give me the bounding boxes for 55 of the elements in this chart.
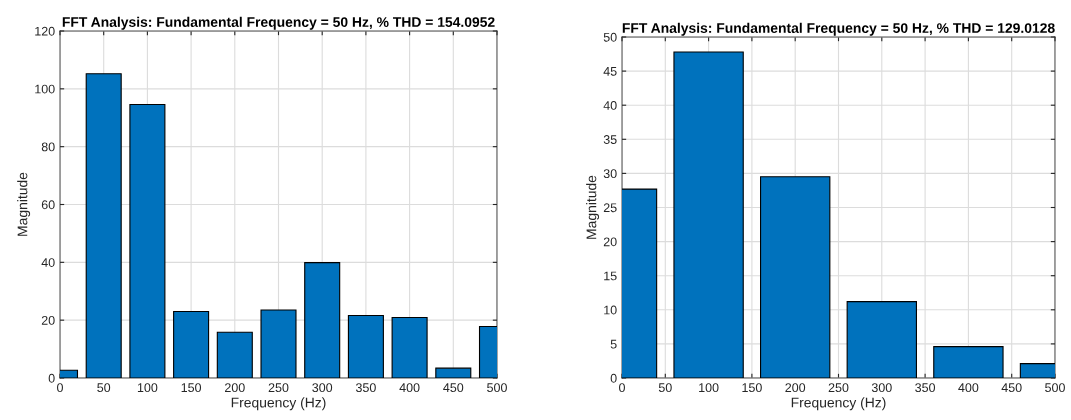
y-tick-label: 5 bbox=[610, 339, 617, 349]
y-tick-label: 20 bbox=[41, 315, 55, 325]
y-tick-label: 45 bbox=[603, 67, 617, 76]
x-tick-label: 100 bbox=[137, 383, 158, 393]
y-tick-label: 0 bbox=[610, 373, 617, 383]
bar bbox=[304, 262, 341, 378]
bar bbox=[260, 309, 297, 378]
x-tick-label: 350 bbox=[355, 383, 376, 393]
y-tick-label: 20 bbox=[603, 237, 617, 247]
y-tick-label: 40 bbox=[603, 101, 617, 110]
bar bbox=[173, 310, 210, 378]
x-tick-label: 250 bbox=[828, 383, 849, 393]
x-tick-label: 50 bbox=[658, 383, 672, 393]
bar bbox=[216, 331, 253, 378]
y-tick-label: 40 bbox=[41, 258, 55, 267]
y-tick-label: 10 bbox=[604, 305, 617, 315]
x-tick-label: 450 bbox=[1001, 383, 1022, 393]
y-tick-label: 100 bbox=[35, 84, 55, 94]
y-tick-label: 120 bbox=[35, 26, 55, 36]
y-tick-label: 60 bbox=[41, 200, 55, 210]
x-tick-label: 0 bbox=[57, 383, 63, 393]
x-tick-label: 200 bbox=[785, 383, 806, 393]
x-tick-label: 300 bbox=[312, 383, 333, 393]
x-tick-label: 450 bbox=[443, 383, 464, 393]
bar bbox=[85, 73, 122, 378]
y-tick-label: 25 bbox=[603, 203, 617, 213]
y-tick-label: 30 bbox=[603, 169, 617, 179]
y-tick-label: 15 bbox=[604, 271, 617, 281]
x-axis-title: Frequency (Hz) bbox=[231, 397, 326, 411]
x-axis-title: Frequency (Hz) bbox=[791, 397, 886, 411]
x-tick-label: 300 bbox=[871, 383, 892, 393]
y-axis-title: Magnitude bbox=[586, 175, 600, 239]
bar bbox=[347, 314, 384, 378]
bar bbox=[391, 317, 428, 378]
y-tick-label: 0 bbox=[48, 373, 55, 383]
x-tick-label: 200 bbox=[225, 383, 245, 393]
x-tick-label: 100 bbox=[699, 383, 719, 393]
x-tick-label: 50 bbox=[97, 383, 111, 393]
chart-title: FFT Analysis: Fundamental Frequency = 50 Hz, % THD = 154.0952 bbox=[62, 16, 495, 30]
x-tick-label: 500 bbox=[487, 383, 507, 393]
x-tick-label: 250 bbox=[268, 383, 289, 393]
y-tick-label: 50 bbox=[603, 32, 617, 42]
x-tick-label: 150 bbox=[181, 383, 202, 393]
y-axis-title: Magnitude bbox=[17, 172, 31, 236]
bar bbox=[129, 103, 166, 378]
y-tick-label: 35 bbox=[603, 135, 617, 144]
y-tick-label: 80 bbox=[41, 142, 55, 152]
chart-title: FFT Analysis: Fundamental Frequency = 50 Hz, % THD = 129.0128 bbox=[622, 22, 1055, 36]
x-tick-label: 150 bbox=[742, 383, 762, 393]
x-tick-label: 500 bbox=[1045, 383, 1065, 393]
x-tick-label: 400 bbox=[958, 383, 979, 393]
bar bbox=[435, 367, 472, 378]
x-tick-label: 0 bbox=[619, 383, 625, 393]
x-tick-label: 400 bbox=[399, 383, 420, 393]
x-tick-label: 350 bbox=[915, 383, 936, 393]
